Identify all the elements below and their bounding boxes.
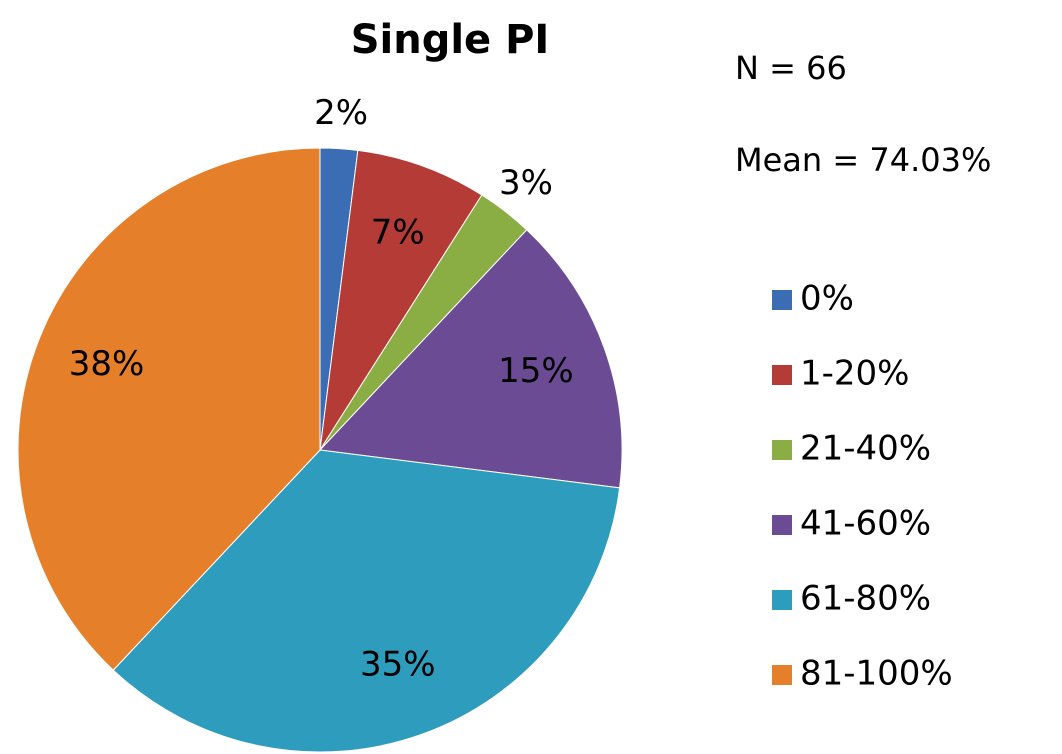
legend-swatch [772,590,792,610]
pie-slice [112,449,621,753]
annotation: Mean = 74.03% [735,141,991,179]
legend-swatch [772,665,792,685]
pie-slice [17,147,321,671]
legend-swatch [772,515,792,535]
data-label: 7% [371,213,425,253]
data-label: 3% [499,163,553,203]
data-label: 15% [498,351,574,391]
legend-swatch [772,365,792,385]
annotation: N = 66 [735,49,847,87]
legend-label: 41-60% [800,504,931,544]
legend-label: 61-80% [800,579,931,619]
data-label: 2% [314,93,368,133]
pie-slice [319,149,483,451]
legend-label: 81-100% [800,654,953,694]
data-label: 35% [360,644,436,684]
legend-swatch [772,290,792,310]
legend-swatch [772,440,792,460]
chart-title: Single PI [351,17,550,63]
legend-label: 0% [800,279,854,319]
legend-label: 21-40% [800,429,931,469]
pie-slice [318,229,623,489]
data-label: 38% [69,344,145,384]
legend-label: 1-20% [800,354,909,394]
